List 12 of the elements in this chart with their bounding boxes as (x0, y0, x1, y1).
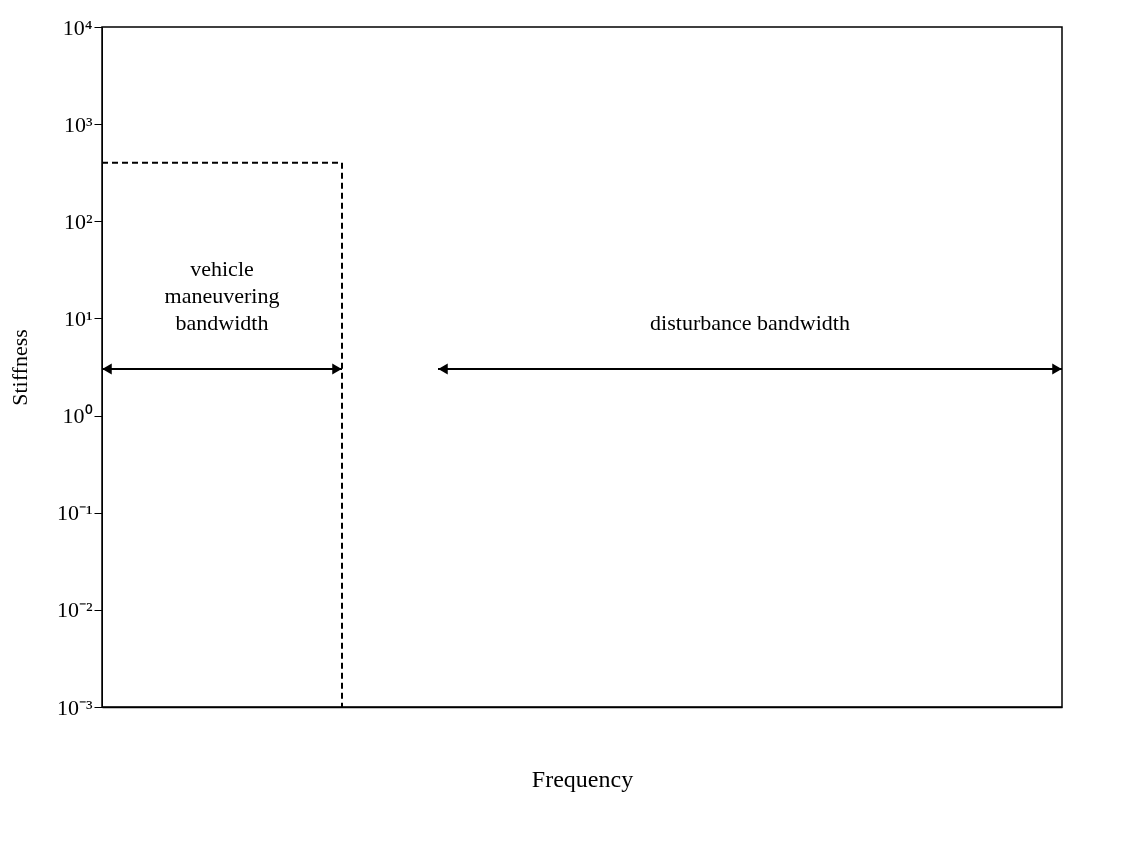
annotation: disturbance bandwidth (650, 310, 850, 335)
y-tick-label: 10⁻³ (56, 694, 93, 720)
annotation: vehicle maneuvering bandwidth (164, 256, 280, 335)
y-tick-label: 10² (63, 208, 93, 234)
y-tick-label: 10³ (63, 111, 93, 137)
y-tick-label: 10⁻² (56, 597, 93, 623)
y-tick-label: 10⁰ (62, 403, 93, 429)
y-tick-label: 10⁻¹ (56, 500, 93, 526)
y-tick-label: 10¹ (63, 305, 93, 331)
x-axis-title: Frequency (531, 765, 634, 792)
y-tick-label: 10⁴ (62, 14, 93, 40)
y-axis-title: Stiffness (6, 329, 32, 406)
